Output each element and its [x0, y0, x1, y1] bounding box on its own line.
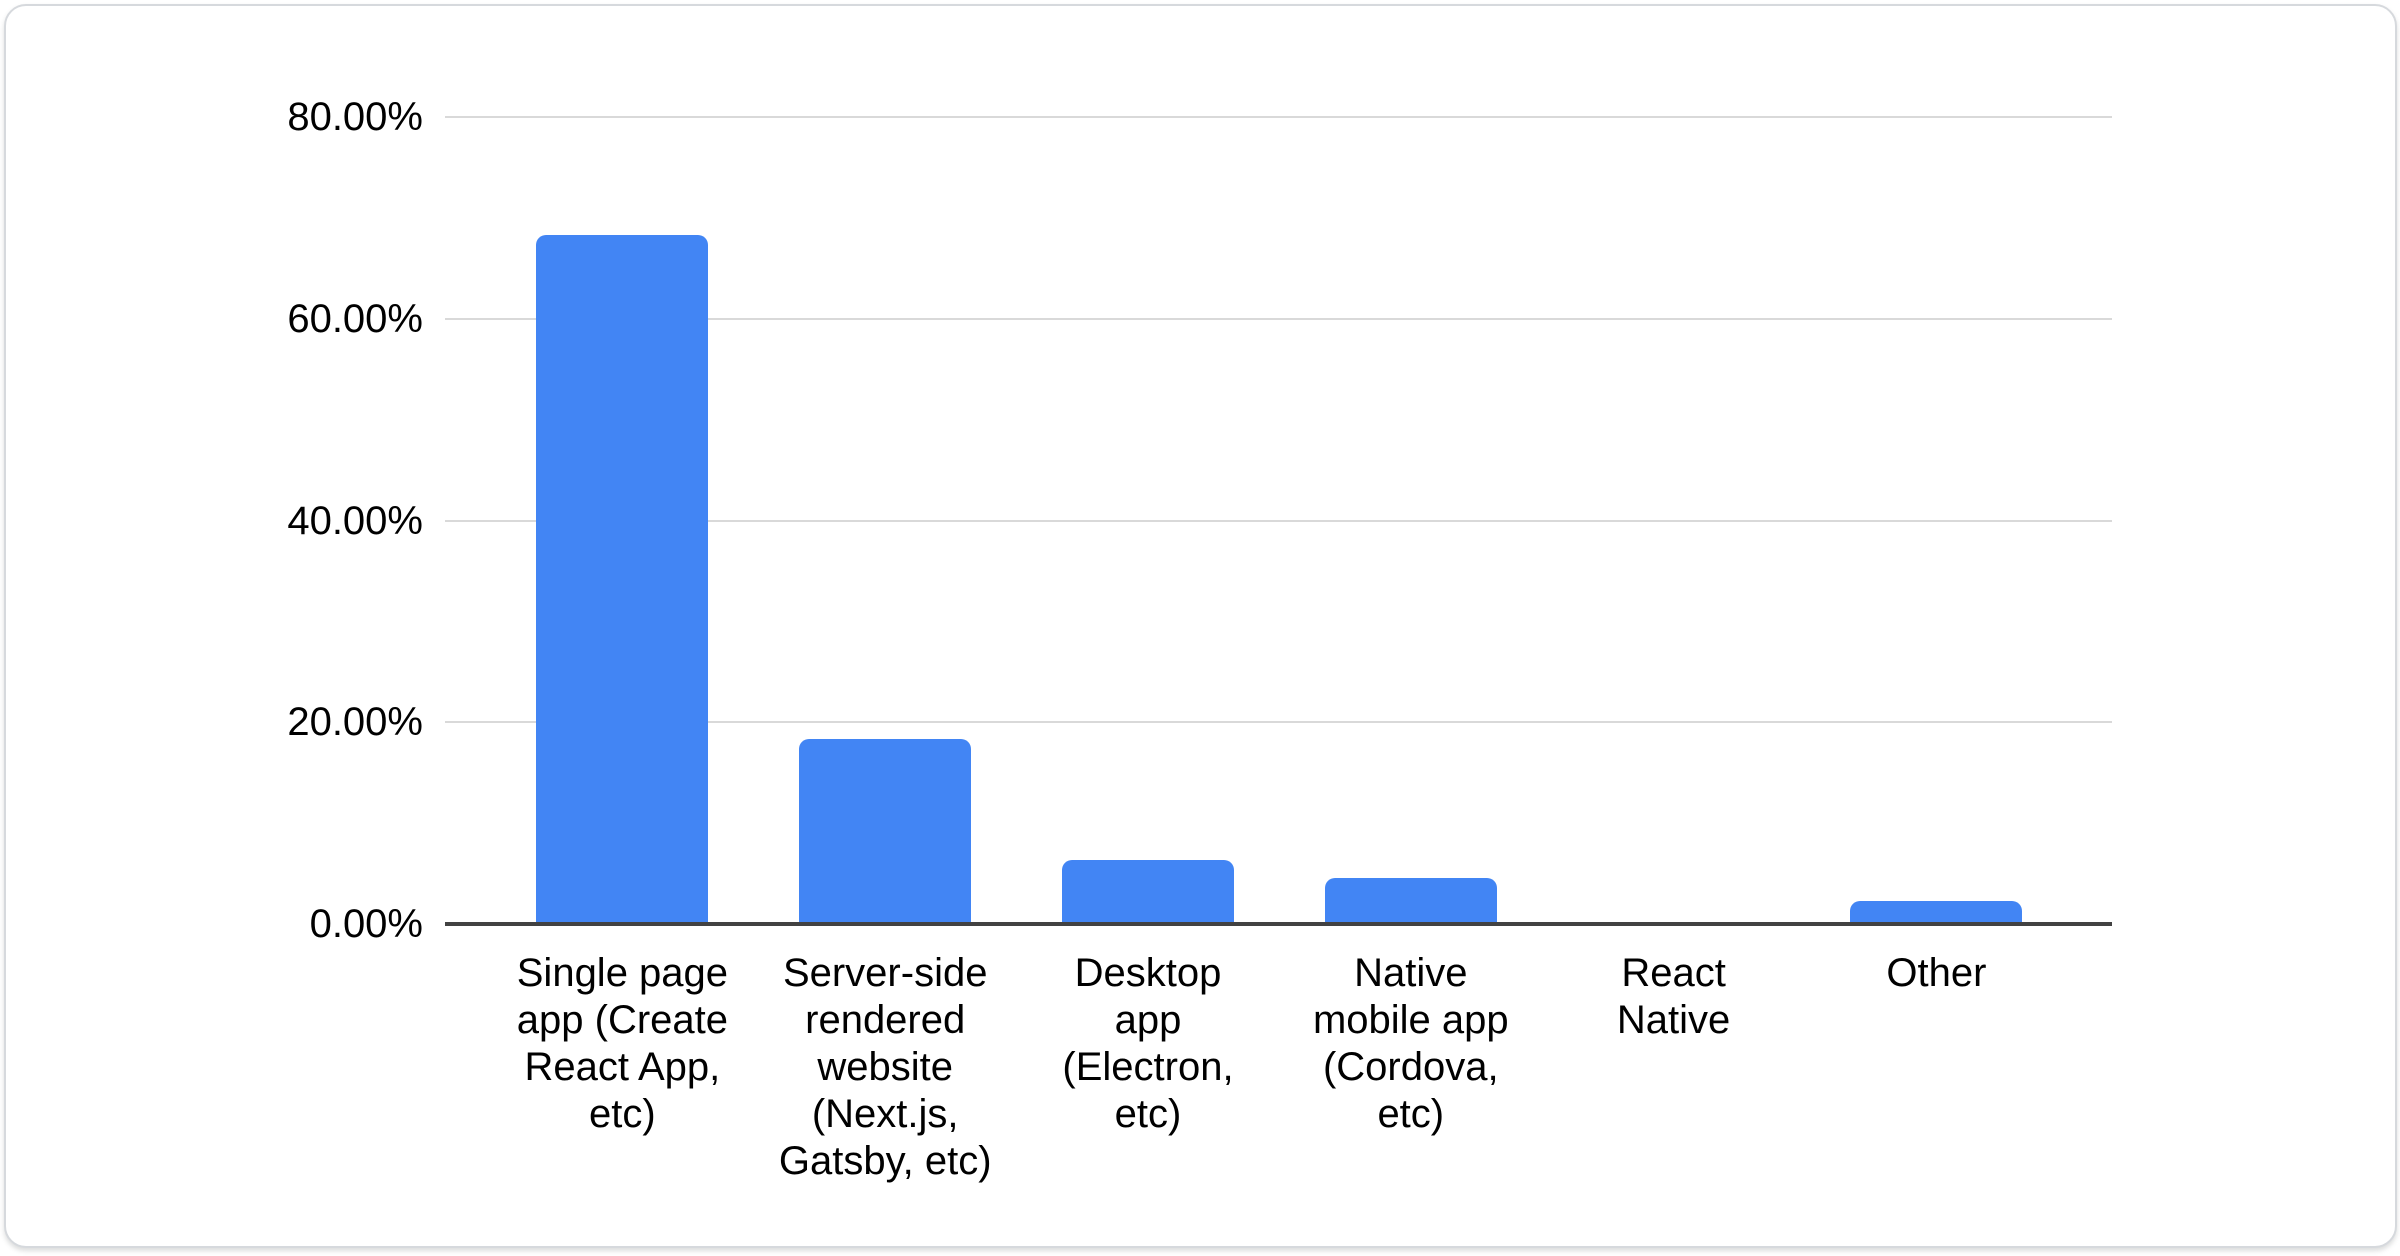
bar-other [1850, 901, 2023, 924]
plot-area [445, 116, 2112, 926]
x-axis-category-label-line: (Next.js, [811, 1092, 959, 1136]
gridline [445, 519, 2112, 522]
x-axis-category-label-line: (Electron, [1062, 1045, 1234, 1089]
x-axis-category-label-server-side-rendered-website-next-js-gatsby-etc: Server-side rendered website (Next.js, Gatsb… [744, 950, 1027, 1185]
x-axis-category-label-line: Native [1616, 998, 1731, 1042]
y-axis-tick-label: 20.00% [287, 700, 423, 745]
x-axis-category-label-line: etc) [1377, 1092, 1445, 1136]
x-axis-line [445, 922, 2112, 926]
y-axis-tick-label: 60.00% [287, 296, 423, 341]
x-axis-category-label-line: (Cordova, [1322, 1045, 1499, 1089]
x-axis-category-label-line: app (Create [516, 998, 729, 1042]
x-axis-category-label-line: React App, [524, 1045, 721, 1089]
y-axis-tick-label: 80.00% [287, 95, 423, 139]
x-axis-category-label-line: Other [1886, 951, 1987, 995]
x-axis-category-label-desktop-app-electron-etc: Desktop app (Electron, etc) [1007, 950, 1290, 1138]
x-axis-category-label-other: Other [1795, 950, 2078, 997]
chart-card: 80.00% 60.00% 40.00% 20.00% 0.00% Single page… [4, 4, 2397, 1248]
gridline [445, 721, 2112, 724]
x-axis-category-label-line: app [1114, 998, 1182, 1042]
x-axis-category-label-native-mobile-app-cordova-etc: Native mobile app (Cordova, etc) [1269, 950, 1552, 1138]
bar-single-page-app-create-react-app-etc [536, 235, 709, 924]
x-axis-category-label-line: etc) [589, 1092, 656, 1136]
x-axis-category-label-line: React [1621, 951, 1726, 995]
x-axis-category-label-single-page-app-create-react-app-etc: Single page app (Create React App, etc) [481, 950, 764, 1138]
y-axis-tick-label: 0.00% [309, 902, 423, 946]
bar-server-side-rendered-website-next-js-gatsby-etc [799, 739, 972, 924]
x-axis-category-label-react-native: React Native [1532, 950, 1815, 1044]
x-axis-category-label-line: rendered [805, 998, 966, 1042]
x-axis-category-label-line: website [817, 1045, 953, 1089]
x-axis-category-label-line: Native [1354, 951, 1468, 995]
x-axis-category-label-line: etc) [1114, 1092, 1182, 1136]
x-axis-category-label-line: Desktop [1074, 951, 1222, 995]
gridline [445, 116, 2112, 118]
x-axis-category-label-line: mobile app [1312, 998, 1509, 1042]
x-axis-category-label-line: Single page [516, 951, 729, 995]
gridline [445, 317, 2112, 320]
y-axis-tick-label: 40.00% [287, 498, 423, 543]
bar-desktop-app-electron-etc [1062, 860, 1234, 924]
x-axis-category-label-line: Server-side [782, 951, 988, 995]
x-axis-category-label-line: Gatsby, etc) [778, 1139, 992, 1183]
bar-native-mobile-app-cordova-etc [1324, 878, 1497, 924]
